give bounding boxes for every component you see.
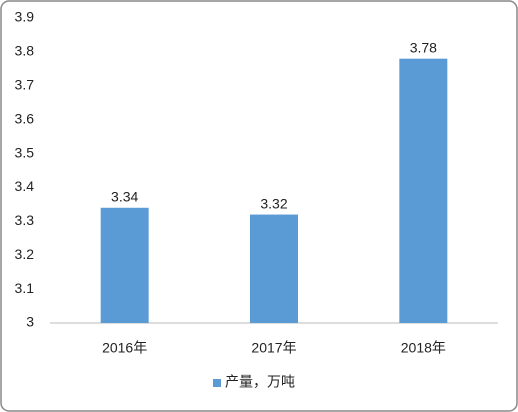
bar [250,214,298,323]
y-tick-label: 3.9 [15,9,35,25]
y-tick-label: 3.6 [15,110,35,126]
y-tick-label: 3.8 [15,43,35,59]
y-tick-label: 3 [26,314,34,330]
x-tick-label: 2016年 [102,340,147,356]
x-tick-label: 2018年 [401,340,446,356]
bar [399,58,448,324]
y-tick-label: 3.1 [15,280,35,296]
y-tick-label: 3.4 [15,178,35,194]
data-label: 3.78 [410,39,437,55]
x-tick-label: 2017年 [251,340,296,356]
y-tick-label: 3.3 [15,212,35,228]
y-tick-label: 3.5 [15,144,35,160]
bar [100,207,149,323]
legend-label: 产量，万吨 [225,374,295,390]
legend-swatch [213,379,221,387]
y-tick-label: 3.7 [15,76,35,92]
data-label: 3.32 [260,195,287,211]
y-tick-label: 3.2 [15,246,35,262]
data-label: 3.34 [111,188,138,204]
